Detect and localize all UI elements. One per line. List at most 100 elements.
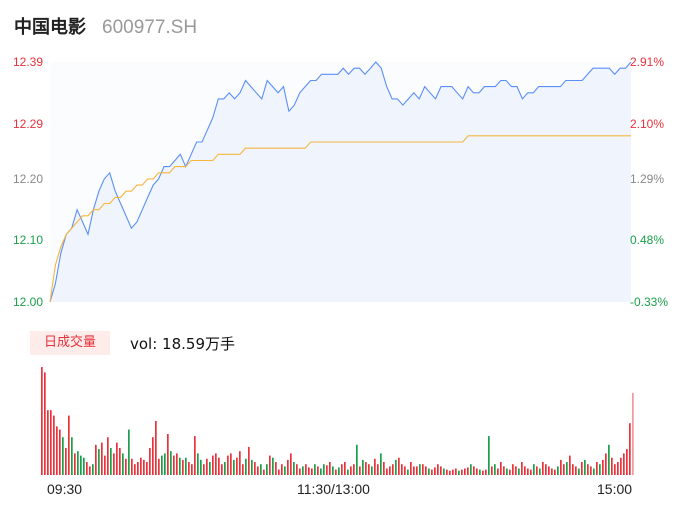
volume-bar bbox=[125, 458, 127, 475]
volume-bar bbox=[188, 462, 190, 475]
volume-bar bbox=[167, 434, 169, 475]
volume-bar bbox=[140, 457, 142, 475]
volume-bar bbox=[572, 464, 574, 475]
volume-bar bbox=[335, 469, 337, 475]
volume-bar bbox=[515, 466, 517, 475]
volume-bar bbox=[308, 467, 310, 475]
volume-bar bbox=[380, 453, 382, 475]
volume-bar bbox=[281, 464, 283, 475]
volume-bar bbox=[611, 457, 613, 475]
volume-bar bbox=[371, 466, 373, 475]
volume-bar bbox=[299, 468, 301, 475]
volume-bar bbox=[566, 462, 568, 475]
volume-bar bbox=[569, 455, 571, 475]
volume-bar bbox=[362, 459, 364, 475]
volume-bar bbox=[290, 453, 292, 475]
volume-bar bbox=[557, 466, 559, 475]
title-row: 中国电影 600977.SH bbox=[14, 13, 197, 39]
volume-bar bbox=[521, 462, 523, 475]
stock-name: 中国电影 bbox=[14, 17, 86, 38]
volume-bar bbox=[530, 469, 532, 475]
volume-bar bbox=[50, 410, 52, 475]
volume-bar bbox=[404, 466, 406, 475]
volume-bar bbox=[341, 464, 343, 475]
volume-bar bbox=[230, 453, 232, 475]
volume-bar bbox=[155, 421, 157, 475]
volume-bar bbox=[458, 470, 460, 475]
volume-bar bbox=[284, 466, 286, 475]
volume-bar bbox=[311, 468, 313, 475]
left-tick-label: 12.29 bbox=[13, 116, 44, 131]
volume-bar bbox=[74, 453, 76, 475]
stock-code: 600977.SH bbox=[102, 17, 198, 38]
volume-bar bbox=[623, 453, 625, 475]
price-line bbox=[49, 61, 632, 303]
volume-bar bbox=[542, 462, 544, 475]
volume-bar bbox=[392, 464, 394, 475]
volume-bar bbox=[71, 437, 73, 475]
volume-bar bbox=[173, 455, 175, 475]
volume-bar bbox=[359, 466, 361, 475]
volume-bar bbox=[575, 466, 577, 475]
volume-bar bbox=[401, 464, 403, 475]
volume-bar bbox=[365, 462, 367, 475]
volume-bar bbox=[110, 448, 112, 475]
volume-bar bbox=[605, 453, 607, 475]
volume-bar bbox=[143, 459, 145, 475]
volume-bar bbox=[185, 457, 187, 475]
volume-bar bbox=[518, 468, 520, 475]
volume-bar bbox=[194, 436, 196, 475]
volume-bar bbox=[269, 455, 271, 475]
volume-bar bbox=[479, 469, 481, 475]
volume-bar bbox=[407, 469, 409, 475]
left-tick-label: 12.20 bbox=[13, 171, 44, 186]
volume-bar bbox=[152, 437, 154, 475]
volume-bar bbox=[485, 469, 487, 475]
volume-bar bbox=[293, 462, 295, 475]
volume-bar bbox=[326, 465, 328, 475]
volume-bar bbox=[86, 462, 88, 475]
volume-bar bbox=[551, 468, 553, 475]
volume-bar bbox=[578, 468, 580, 475]
volume-bar bbox=[596, 462, 598, 475]
volume-bar bbox=[437, 464, 439, 475]
volume-bar bbox=[170, 451, 172, 475]
volume-bar bbox=[344, 462, 346, 475]
volume-bar bbox=[614, 464, 616, 475]
volume-bar bbox=[305, 464, 307, 475]
volume-bar bbox=[332, 466, 334, 475]
volume-bar bbox=[146, 462, 148, 475]
volume-bar bbox=[581, 462, 583, 475]
volume-tab-badge[interactable]: 日成交量 bbox=[30, 331, 110, 355]
volume-bar bbox=[134, 464, 136, 475]
volume-summary: vol: 18.59万手 bbox=[130, 335, 235, 353]
volume-bar bbox=[488, 436, 490, 475]
volume-bar bbox=[92, 464, 94, 475]
volume-bar bbox=[53, 415, 55, 475]
volume-bar bbox=[323, 464, 325, 475]
volume-bar bbox=[593, 468, 595, 475]
volume-bar bbox=[503, 466, 505, 475]
volume-bar bbox=[68, 415, 70, 475]
volume-bar bbox=[338, 467, 340, 475]
volume-bar bbox=[278, 469, 280, 475]
volume-bar bbox=[356, 444, 358, 475]
volume-bar bbox=[329, 462, 331, 475]
volume-bar bbox=[77, 451, 79, 475]
volume-bar bbox=[41, 367, 43, 475]
volume-bar bbox=[179, 457, 181, 475]
volume-bar bbox=[416, 466, 418, 475]
volume-bar bbox=[272, 457, 274, 475]
volume-bar bbox=[509, 469, 511, 475]
volume-bar bbox=[233, 459, 235, 475]
volume-bar bbox=[245, 458, 247, 475]
volume-bar bbox=[131, 458, 133, 475]
volume-bar bbox=[413, 466, 415, 475]
volume-bar bbox=[218, 457, 220, 475]
volume-bar bbox=[296, 464, 298, 475]
volume-bar bbox=[116, 442, 118, 475]
volume-bar bbox=[227, 455, 229, 475]
volume-bar bbox=[431, 469, 433, 475]
right-tick-label: 1.29% bbox=[630, 171, 665, 186]
volume-bar bbox=[215, 453, 217, 475]
